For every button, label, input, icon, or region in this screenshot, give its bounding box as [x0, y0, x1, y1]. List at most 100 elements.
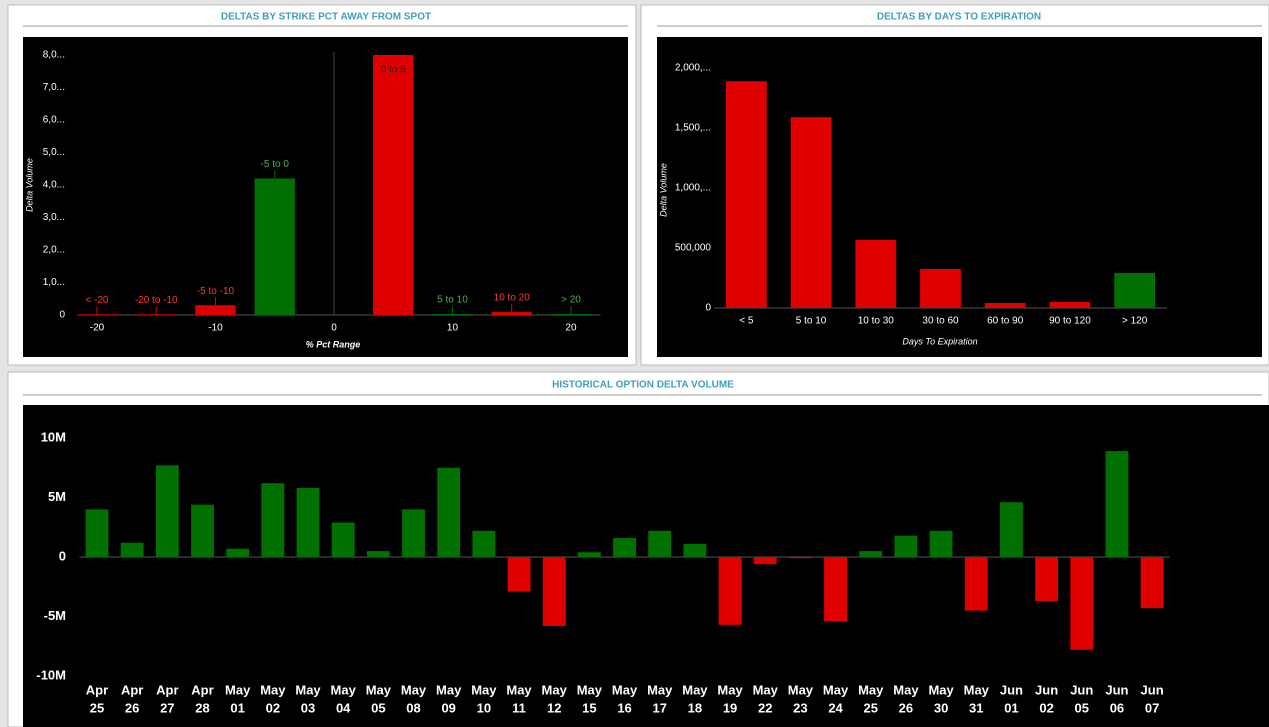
x-tick-label: Jun — [1000, 682, 1023, 697]
x-tick-label: 90 to 120 — [1049, 316, 1091, 327]
bar — [120, 542, 144, 557]
x-tick-label: 28 — [195, 700, 209, 715]
x-tick-label: 25 — [90, 700, 104, 715]
x-tick-label: 09 — [441, 700, 455, 715]
x-tick-label: 10 — [447, 323, 459, 334]
x-tick-label: 30 to 60 — [922, 316, 959, 327]
bar — [824, 557, 848, 622]
data-label: < -20 — [85, 295, 109, 306]
bar — [195, 305, 236, 315]
x-tick-label: 03 — [301, 700, 315, 715]
x-tick-label: May — [717, 682, 743, 697]
y-tick-label: -5M — [44, 608, 66, 623]
x-tick-label: Apr — [121, 682, 143, 697]
x-tick-label: 06 — [1110, 700, 1124, 715]
x-tick-label: 02 — [1039, 700, 1053, 715]
bar — [1105, 451, 1129, 557]
bar — [296, 487, 320, 557]
bar — [76, 314, 118, 316]
bar — [491, 312, 532, 315]
x-tick-label: 17 — [652, 700, 666, 715]
data-label: -20 to -10 — [135, 295, 178, 306]
x-tick-label: May — [647, 682, 673, 697]
x-tick-label: 26 — [125, 700, 139, 715]
x-tick-label: 01 — [230, 700, 244, 715]
bar — [226, 548, 250, 557]
bar — [855, 239, 897, 308]
x-tick-label: 22 — [758, 700, 772, 715]
y-tick-label: 1,0... — [43, 277, 65, 288]
x-tick-label: May — [506, 682, 532, 697]
y-tick-label: 8,0... — [43, 50, 65, 61]
x-tick-label: May — [295, 682, 321, 697]
bar — [542, 557, 566, 627]
bar — [507, 557, 531, 592]
x-tick-label: 02 — [266, 700, 280, 715]
x-axis-label: % Pct Range — [306, 339, 361, 349]
bar — [261, 483, 285, 557]
x-tick-label: 15 — [582, 700, 596, 715]
x-tick-label: -20 — [90, 323, 105, 334]
bar — [964, 557, 988, 611]
y-tick-label: 2,0... — [43, 245, 65, 256]
x-tick-label: 07 — [1145, 700, 1159, 715]
data-label: > 20 — [561, 295, 581, 306]
x-tick-label: 27 — [160, 700, 174, 715]
y-tick-label: 2,000,... — [675, 63, 711, 74]
y-tick-label: 6,0... — [43, 115, 65, 126]
x-tick-label: May — [858, 682, 884, 697]
bar — [1140, 557, 1164, 609]
x-tick-label: May — [471, 682, 497, 697]
x-tick-label: 16 — [617, 700, 631, 715]
data-label: 5 to 10 — [437, 295, 468, 306]
bar — [788, 557, 812, 559]
bar — [753, 557, 777, 565]
chart-title: DELTAS BY DAYS TO EXPIRATION — [877, 12, 1041, 23]
bar — [984, 302, 1026, 308]
bar — [920, 269, 961, 308]
x-tick-label: Jun — [1105, 682, 1128, 697]
x-tick-label: May — [753, 682, 779, 697]
x-tick-label: May — [366, 682, 392, 697]
x-tick-label: 10 — [477, 700, 491, 715]
x-tick-label: 26 — [899, 700, 913, 715]
bar — [432, 314, 473, 316]
x-tick-label: May — [682, 682, 708, 697]
x-tick-label: 01 — [1004, 700, 1018, 715]
bar — [648, 530, 672, 557]
data-label: 0 to 5 — [381, 65, 406, 76]
x-tick-label: 12 — [547, 700, 561, 715]
chart-title: HISTORICAL OPTION DELTA VOLUME — [552, 380, 734, 391]
x-tick-label: 20 — [565, 323, 577, 334]
x-tick-label: Apr — [156, 682, 178, 697]
bar — [725, 81, 767, 308]
y-tick-label: 4,0... — [43, 180, 65, 191]
x-tick-label: Apr — [86, 682, 108, 697]
x-tick-label: May — [577, 682, 603, 697]
x-tick-label: -10 — [208, 323, 223, 334]
bar — [577, 552, 601, 557]
x-tick-label: 31 — [969, 700, 983, 715]
x-tick-label: May — [893, 682, 919, 697]
bar — [1114, 272, 1156, 308]
y-axis-label: Delta Volume — [658, 163, 668, 217]
y-tick-label: 10M — [41, 429, 66, 444]
x-tick-label: Jun — [1035, 682, 1058, 697]
bar — [472, 530, 496, 557]
x-tick-label: May — [401, 682, 427, 697]
x-tick-label: 18 — [688, 700, 702, 715]
x-tick-label: May — [225, 682, 251, 697]
data-label: 10 to 20 — [494, 293, 531, 304]
plot-area — [23, 37, 628, 357]
bar — [437, 467, 461, 557]
y-tick-label: 0 — [705, 303, 711, 314]
y-tick-label: 5M — [48, 489, 66, 504]
bar — [402, 509, 425, 557]
y-tick-label: 7,0... — [43, 82, 65, 93]
bar — [613, 537, 636, 557]
bar — [790, 117, 832, 308]
x-tick-label: 05 — [371, 700, 385, 715]
y-tick-label: 5,0... — [43, 147, 65, 158]
chart-title: DELTAS BY STRIKE PCT AWAY FROM SPOT — [221, 12, 431, 23]
x-tick-label: May — [612, 682, 638, 697]
